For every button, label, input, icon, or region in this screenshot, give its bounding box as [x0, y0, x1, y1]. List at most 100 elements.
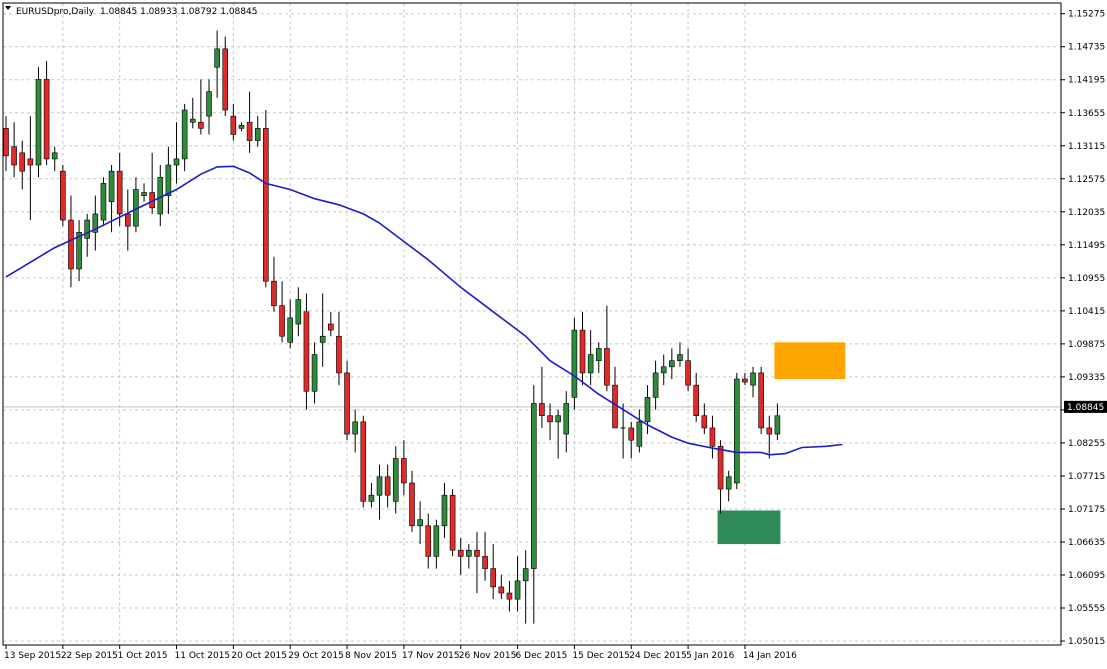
y-tick-label: 1.09335 — [1068, 373, 1105, 383]
candle — [206, 79, 212, 135]
y-tick-label: 1.12035 — [1068, 208, 1105, 218]
candle-body-bear — [43, 79, 50, 160]
candle-body-bull — [555, 415, 561, 423]
x-tick-label: 22 Sep 2015 — [61, 651, 118, 661]
candle — [474, 531, 480, 594]
candle-body-bear — [701, 415, 708, 429]
candle — [401, 440, 407, 496]
candle-body-bear — [401, 458, 407, 484]
candle — [141, 183, 147, 202]
x-tick-label: 24 Dec 2015 — [629, 651, 687, 661]
candle — [547, 403, 553, 441]
candle-body-bear — [604, 348, 610, 386]
candle-body-bear — [693, 384, 700, 417]
y-tick-label: 1.07175 — [1068, 505, 1105, 515]
x-tick-label: 20 Oct 2015 — [231, 651, 287, 661]
candle — [214, 30, 220, 98]
current-price-label: 1.08845 — [1067, 403, 1104, 413]
candle — [311, 342, 318, 404]
moving-average-layer — [5, 165, 843, 456]
y-tick-label: 1.07715 — [1068, 472, 1105, 482]
y-tick-label: 1.09875 — [1068, 340, 1105, 350]
candle-body-bull — [660, 366, 667, 374]
candle-body-bear — [263, 128, 269, 282]
candle-body-bull — [563, 403, 570, 435]
chart-menu-arrow-icon[interactable] — [5, 6, 11, 10]
candle — [287, 299, 294, 349]
candle — [555, 409, 561, 459]
candle — [417, 501, 423, 545]
candle — [758, 366, 764, 435]
candle-body-bear — [425, 525, 432, 557]
candle-body-bear — [116, 170, 123, 215]
candle-body-bear — [628, 427, 635, 441]
candle — [263, 110, 269, 288]
candle — [652, 360, 659, 410]
candle — [571, 317, 578, 410]
candle-body-bear — [766, 427, 773, 435]
candle — [733, 372, 740, 490]
candle — [11, 122, 17, 178]
candle — [685, 348, 691, 392]
x-tick-label: 11 Oct 2015 — [175, 651, 231, 661]
candle-body-bear — [482, 556, 488, 569]
candle — [660, 354, 667, 386]
candle-body-bear — [60, 170, 66, 221]
candle — [344, 360, 350, 441]
y-tick-label: 1.10415 — [1068, 307, 1105, 317]
x-tick-label: 1 Oct 2015 — [118, 651, 168, 661]
candle-body-bull — [733, 378, 740, 484]
candle-body-bull — [84, 219, 90, 239]
candle — [466, 544, 472, 569]
y-tick-label: 1.05015 — [1068, 637, 1105, 647]
candle — [352, 409, 358, 453]
candle — [189, 97, 196, 129]
candle — [701, 403, 708, 435]
y-tick-label: 1.06095 — [1068, 571, 1105, 581]
candle — [35, 67, 42, 178]
candle-body-bear — [222, 48, 229, 111]
candle-body-bear — [19, 152, 26, 172]
candle-body-bear — [271, 280, 277, 306]
candle-body-bear — [579, 329, 586, 374]
chart-header: EURUSDpro,Daily 1.08845 1.08933 1.08792 … — [5, 6, 257, 17]
candle-body-bull — [530, 403, 537, 569]
candle — [392, 446, 399, 514]
candle-body-bull — [725, 476, 732, 490]
candle-body-bull — [181, 109, 188, 160]
candle — [319, 293, 326, 367]
candle-body-bear — [27, 158, 34, 166]
y-tick-label: 1.11495 — [1068, 241, 1105, 251]
candle-body-bull — [514, 580, 521, 600]
candle-body-bear — [11, 146, 17, 166]
candle — [612, 366, 618, 429]
candle-body-bull — [92, 213, 99, 233]
candle — [409, 470, 415, 532]
candle — [742, 372, 748, 386]
candle-body-bear — [717, 445, 724, 490]
candle — [303, 293, 310, 410]
candle — [327, 311, 334, 337]
y-tick-label: 1.13655 — [1068, 109, 1105, 119]
x-tick-label: 8 Nov 2015 — [345, 651, 397, 661]
candle — [669, 348, 675, 380]
candle — [514, 556, 521, 612]
candle — [254, 116, 261, 147]
candle — [620, 403, 626, 459]
candle — [125, 189, 131, 251]
candle-body-bear — [344, 372, 350, 435]
candle — [677, 342, 683, 367]
candle-body-bull — [392, 458, 399, 502]
candle-body-bull — [238, 124, 245, 129]
candle — [506, 580, 513, 612]
candle-body-bear — [336, 335, 342, 374]
candle — [92, 195, 99, 251]
candle — [774, 403, 781, 441]
candle — [750, 366, 756, 398]
x-tick-label: 14 Jan 2016 — [743, 651, 797, 661]
resistance-zone — [774, 342, 846, 380]
candle-body-bear — [449, 494, 456, 551]
candle — [457, 538, 464, 575]
candle — [441, 482, 448, 538]
